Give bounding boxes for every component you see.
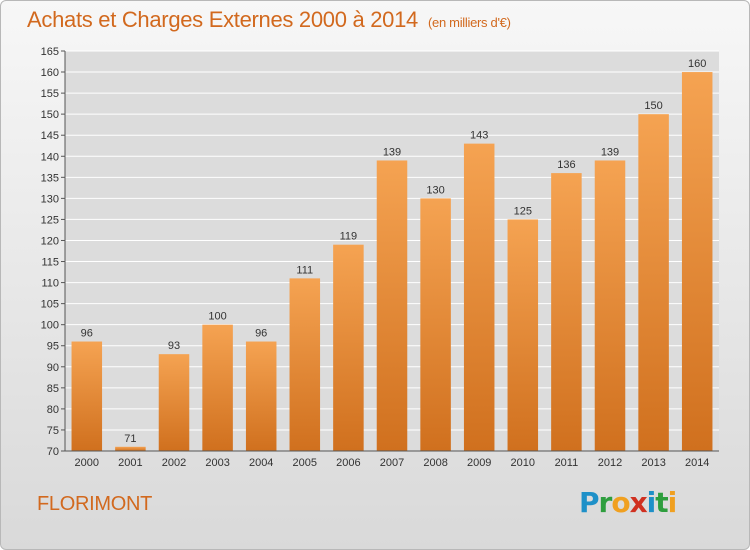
y-tick-label: 110: [41, 278, 59, 290]
proxiti-logo: Proxiti: [579, 486, 678, 519]
x-tick-label: 2011: [555, 457, 579, 469]
bar: [158, 354, 190, 451]
y-tick-label: 165: [41, 46, 59, 58]
y-tick-label: 105: [41, 299, 59, 311]
logo-letter: x: [629, 486, 648, 519]
bar: [420, 198, 451, 451]
data-label: 125: [514, 205, 532, 217]
bar: [115, 446, 146, 451]
bar: [638, 114, 669, 451]
y-tick-label: 135: [41, 172, 59, 184]
y-tick-label: 120: [41, 235, 59, 247]
data-label: 119: [340, 231, 358, 243]
x-tick-label: 2009: [467, 457, 491, 469]
bar: [202, 324, 233, 451]
x-tick-label: 2000: [75, 457, 99, 469]
x-tick-label: 2005: [293, 457, 317, 469]
y-tick-label: 155: [41, 88, 59, 100]
x-tick-label: 2014: [685, 457, 709, 469]
data-label: 139: [383, 146, 401, 158]
data-label: 111: [296, 264, 313, 276]
bar: [245, 341, 277, 451]
bar: [71, 341, 103, 451]
y-tick-label: 150: [41, 109, 59, 121]
logo-letter: t: [655, 486, 668, 519]
y-tick-label: 115: [41, 257, 59, 269]
x-tick-label: 2004: [249, 457, 273, 469]
location-label: FLORIMONT: [37, 493, 153, 515]
bar: [551, 173, 582, 451]
bar: [507, 219, 539, 451]
y-tick-label: 70: [47, 446, 59, 458]
y-tick-label: 145: [41, 130, 59, 142]
y-tick-label: 95: [47, 341, 59, 353]
x-tick-label: 2008: [423, 457, 447, 469]
logo-letter: i: [646, 486, 657, 519]
y-tick-label: 100: [41, 320, 59, 332]
chart-title: Achats et Charges Externes 2000 à 2014 (e…: [27, 7, 511, 33]
bar: [333, 244, 364, 451]
logo-letter: o: [611, 486, 630, 519]
data-label: 96: [255, 328, 267, 340]
y-tick-label: 125: [41, 214, 59, 226]
data-label: 150: [644, 100, 662, 112]
data-label: 139: [601, 146, 619, 158]
y-tick-label: 90: [47, 362, 59, 374]
x-tick-label: 2007: [380, 457, 404, 469]
y-tick-label: 140: [41, 151, 59, 163]
logo-letter: i: [667, 486, 678, 519]
x-tick-label: 2010: [511, 457, 535, 469]
bar: [681, 72, 713, 451]
chart-unit: (en milliers d'€): [427, 15, 511, 30]
y-tick-label: 85: [47, 383, 59, 395]
data-label: 143: [470, 130, 488, 142]
y-tick-label: 130: [41, 193, 59, 205]
y-tick-label: 75: [47, 425, 59, 437]
data-label: 96: [81, 328, 93, 340]
y-tick-label: 160: [41, 67, 59, 79]
data-label: 160: [688, 58, 706, 70]
logo-letter: r: [598, 486, 613, 519]
data-label: 136: [557, 159, 575, 171]
x-tick-label: 2012: [598, 457, 622, 469]
data-label: 100: [208, 311, 226, 323]
x-tick-label: 2003: [205, 457, 229, 469]
data-label: 93: [168, 340, 180, 352]
bar: [594, 160, 626, 451]
x-tick-label: 2013: [641, 457, 665, 469]
data-label: 71: [124, 433, 136, 445]
x-tick-label: 2006: [336, 457, 360, 469]
x-tick-label: 2001: [118, 457, 142, 469]
x-tick-label: 2002: [162, 457, 186, 469]
logo-letter: P: [579, 486, 600, 519]
bar: [376, 160, 408, 451]
y-tick-label: 80: [47, 404, 59, 416]
chart-title-text: Achats et Charges Externes 2000 à 2014: [27, 7, 418, 32]
bar: [289, 278, 321, 451]
bar: [463, 143, 495, 451]
data-label: 130: [426, 184, 444, 196]
